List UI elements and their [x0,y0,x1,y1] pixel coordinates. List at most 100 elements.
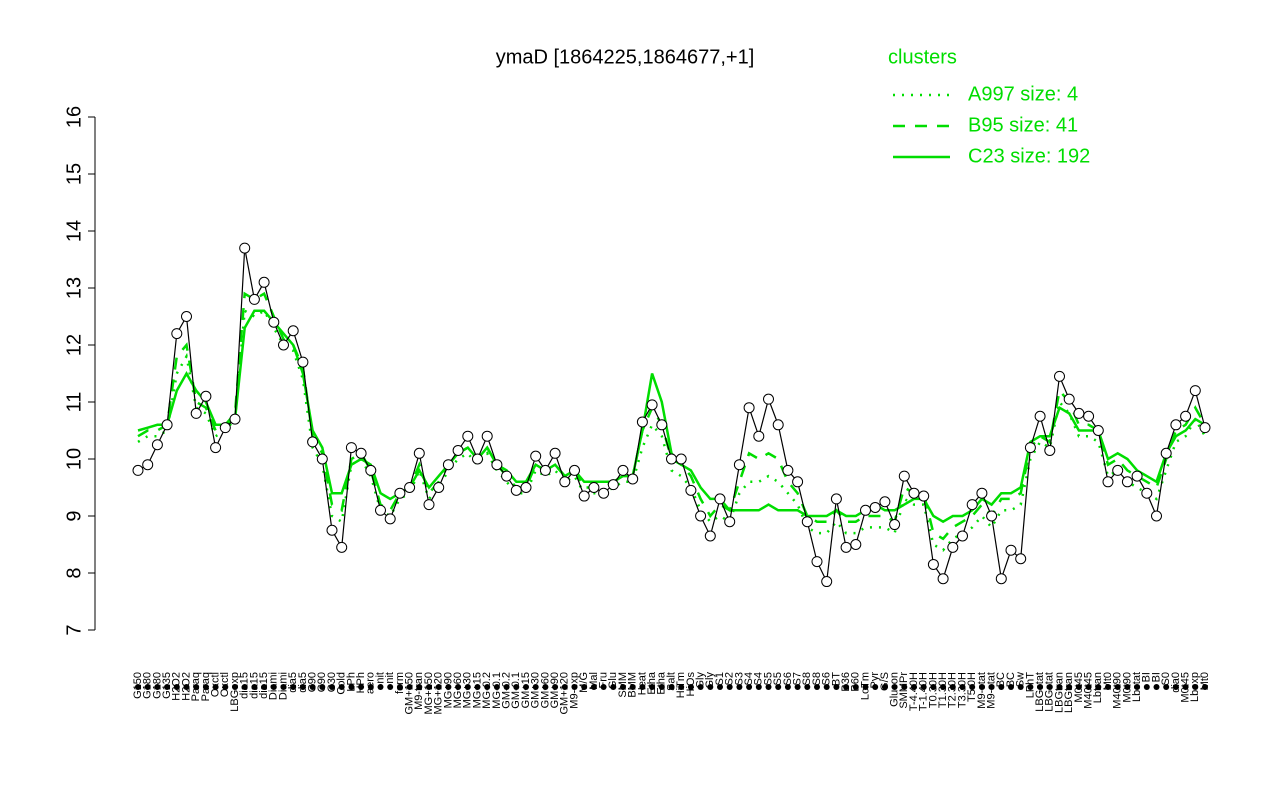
x-tick-dot [814,684,820,690]
legend-label: A997 size: 4 [968,83,1078,105]
expression-point [927,558,939,570]
expression-point [792,476,804,488]
x-tick-label: MG-0.2 [481,672,493,709]
x-tick-dot [523,684,529,690]
x-tick-label: M0t45 [1073,672,1085,703]
x-tick-label: LBGtran [1053,672,1065,713]
expression-point [190,407,202,419]
x-tick-label: GM+30 [530,672,542,708]
expression-point [345,442,357,454]
x-tick-label: Mt0 [1199,672,1211,690]
expression-point [782,464,794,476]
expression-point [646,399,658,411]
x-tick-label: M/G [578,672,590,693]
x-tick-label: S8 [801,672,813,685]
x-tick-dot [299,684,306,690]
expression-point [413,447,425,459]
expression-point [898,470,910,482]
x-tick-label: M0t90 [1121,672,1133,703]
x-tick-dot [1134,684,1141,690]
expression-point [1092,425,1104,436]
x-tick-label: BI [1141,672,1153,682]
expression-point [656,419,668,431]
legend-title: clusters [888,46,957,68]
x-tick-label: Paraq [200,672,212,701]
expression-point [743,402,755,414]
expression-point [860,504,871,516]
expression-point [1044,444,1056,456]
x-tick-label: T-1.40H [918,672,930,711]
x-tick-label: Gly [695,672,707,689]
x-tick-dot [852,684,859,690]
x-tick-dot [794,684,801,690]
x-tick-label: Lbstat [1131,672,1143,702]
expression-point [530,450,542,462]
x-tick-label: S3 [733,672,745,685]
x-tick-label: C90 [307,672,319,692]
x-tick-label: dia15 [239,672,251,699]
x-tick-dot [232,684,238,690]
x-tick-label: Pyr [869,672,881,689]
x-tick-label: Oxctl [210,672,222,697]
expression-point [724,516,736,528]
expression-point [326,524,338,536]
x-tick-label: T0.30H [927,672,939,708]
expression-point [636,416,648,428]
expression-point [181,311,192,322]
expression-point [520,482,532,493]
x-tick-dot [406,684,413,690]
expression-point [239,242,251,254]
x-tick-dot [571,684,578,690]
y-tick-label: 15 [63,163,85,185]
expression-point [763,393,774,405]
x-tick-dot [222,684,229,690]
expression-point [200,390,212,402]
x-tick-dot [668,684,675,690]
x-tick-label: GM-0.1 [510,672,522,709]
expression-point [1034,410,1046,422]
expression-point [714,493,726,505]
x-tick-dot [1163,684,1170,690]
x-tick-dot [348,684,355,690]
x-tick-label: S4 [753,672,765,685]
x-tick-dot [367,684,374,690]
x-tick-label: MG+120 [433,672,445,715]
x-tick-dot [1105,684,1111,690]
x-tick-label: dia0 [1170,672,1182,693]
x-tick-dot [901,684,908,690]
x-tick-dot [513,684,520,690]
x-tick-label: Fru [598,672,610,689]
chart-title: ymaD [1864225,1864677,+1] [496,46,755,68]
x-tick-label: LPh [345,672,357,692]
x-tick-dot [552,684,559,690]
x-tick-label: G/S [879,672,891,691]
expression-point [607,479,619,491]
x-tick-dot [862,684,869,690]
expression-point [258,276,270,288]
x-tick-label: Lbexp [1189,672,1201,702]
y-tick-label: 10 [63,448,85,470]
x-tick-dot [561,684,568,690]
x-tick-label: M0t45 [1180,672,1192,703]
expression-point [1151,510,1162,522]
x-tick-dot [1056,684,1063,690]
x-tick-dot [1037,684,1044,690]
x-tick-label: G180 [151,672,163,699]
expression-point [588,482,600,493]
expression-point [617,464,629,476]
x-tick-dot [881,684,888,690]
expression-point [1189,385,1201,397]
x-tick-label: GM+90 [549,672,561,708]
x-tick-dot [658,684,665,690]
y-tick-label: 11 [63,392,85,413]
x-tick-dot [610,684,617,690]
x-tick-dot [144,684,151,690]
x-tick-dot [1153,684,1160,690]
x-tick-label: Mal [588,672,600,690]
x-tick-dot [1046,684,1053,690]
x-tick-dot [678,684,685,690]
expression-point [1121,476,1133,488]
x-tick-label: SMMPr [898,672,910,709]
x-tick-dot [338,684,345,690]
x-tick-dot [261,684,268,690]
